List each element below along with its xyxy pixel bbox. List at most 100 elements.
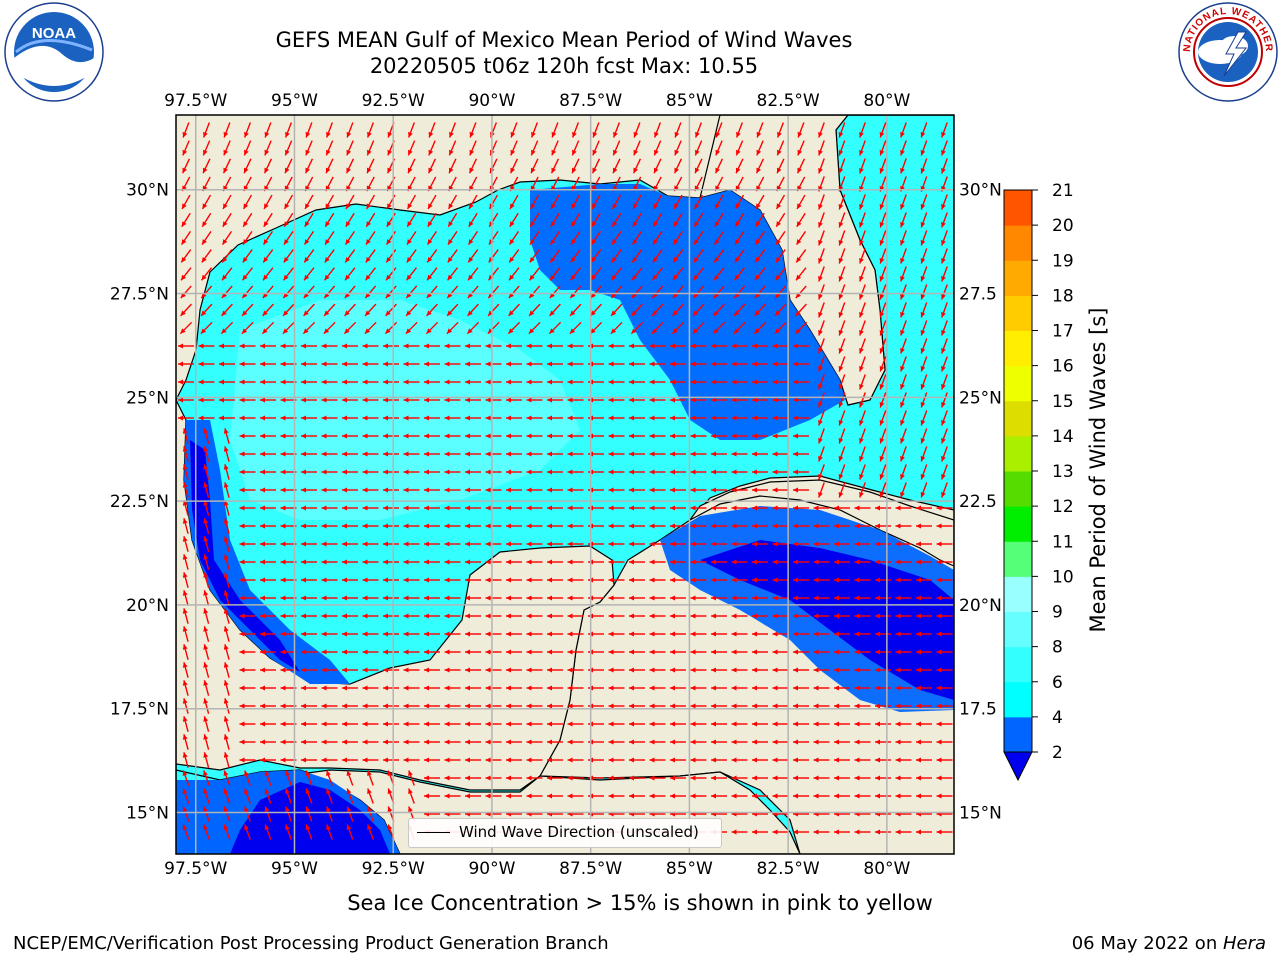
wave-arrow	[321, 649, 338, 655]
wave-arrow	[242, 194, 253, 210]
longitude-label: 95°W	[271, 91, 318, 111]
wave-arrow	[203, 554, 210, 570]
wave-arrow	[408, 788, 415, 804]
wave-arrow	[547, 649, 563, 655]
wave-arrow	[362, 487, 379, 493]
wave-arrow	[629, 649, 645, 655]
wave-arrow	[182, 752, 189, 768]
wave-arrow	[649, 577, 666, 583]
wave-arrow	[674, 122, 682, 138]
wave-arrow	[834, 721, 850, 727]
wave-arrow	[223, 590, 230, 606]
wave-arrow	[405, 303, 418, 317]
wave-arrow	[629, 577, 645, 583]
wave-arrow	[526, 703, 543, 709]
wave-arrow	[239, 451, 256, 457]
wave-arrow	[936, 613, 953, 619]
wave-arrow	[403, 541, 420, 547]
wave-arrow	[629, 469, 645, 475]
wave-arrow	[203, 806, 210, 822]
wave-arrow	[895, 667, 912, 673]
longitude-label: 82.5°W	[757, 859, 820, 879]
wave-arrow	[649, 397, 666, 403]
wave-arrow	[321, 379, 338, 385]
wave-arrow	[182, 770, 190, 786]
wave-arrow	[362, 595, 379, 601]
latitude-labels-right: 30°N 27.5 25°N 22.5 20°N 17.5 15°N	[959, 181, 1002, 824]
wave-arrow	[920, 392, 928, 408]
wave-arrow	[223, 446, 230, 462]
wave-arrow	[936, 631, 953, 637]
latitude-label-right: 30°N	[959, 181, 1002, 201]
wave-arrow	[182, 536, 189, 552]
wave-arrow	[591, 194, 601, 210]
wave-arrow	[403, 739, 420, 745]
wave-arrow	[752, 739, 768, 745]
wave-arrow	[567, 577, 584, 583]
wave-arrow	[342, 379, 358, 385]
wave-arrow	[182, 788, 190, 804]
wave-arrow	[772, 829, 789, 835]
wave-arrow	[793, 667, 809, 673]
wave-arrow	[528, 267, 541, 281]
wave-arrow	[711, 667, 727, 673]
wave-arrow	[711, 739, 727, 745]
colorbar-swatch	[1004, 541, 1032, 577]
wave-arrow	[403, 559, 420, 565]
wave-arrow	[200, 321, 213, 335]
wave-arrow	[362, 685, 379, 691]
wave-arrow	[670, 685, 686, 691]
wave-arrow	[859, 482, 866, 498]
wave-arrow	[283, 249, 294, 263]
wave-arrow	[772, 541, 789, 547]
wave-arrow	[305, 122, 313, 138]
wave-arrow	[834, 523, 850, 529]
wave-arrow	[920, 410, 928, 426]
wave-arrow	[793, 541, 809, 547]
wave-arrow	[567, 469, 584, 475]
wave-arrow	[567, 685, 584, 691]
wave-arrow	[305, 806, 313, 822]
wave-arrow	[203, 716, 210, 732]
wave-arrow	[900, 302, 907, 318]
wave-arrow	[303, 249, 315, 263]
wave-arrow	[900, 230, 907, 246]
wave-arrow	[752, 613, 768, 619]
wave-arrow	[304, 212, 314, 228]
wave-arrow	[772, 613, 789, 619]
wave-arrow	[526, 505, 543, 511]
wave-arrow	[506, 361, 522, 367]
wave-arrow	[895, 757, 912, 763]
latitude-label-right: 22.5	[959, 492, 997, 512]
wave-arrow	[838, 122, 846, 138]
wave-arrow	[305, 824, 313, 840]
wave-arrow	[506, 721, 522, 727]
wave-arrow	[838, 356, 846, 372]
wave-arrow	[506, 541, 522, 547]
wave-arrow	[367, 788, 374, 804]
longitude-label: 95°W	[271, 859, 318, 879]
wave-arrow	[182, 680, 189, 696]
wave-arrow	[796, 194, 806, 210]
wave-arrow	[510, 122, 518, 138]
wave-arrow	[672, 230, 684, 246]
wave-arrow	[941, 446, 948, 462]
wave-arrow	[485, 793, 502, 799]
longitude-label: 80°W	[863, 859, 910, 879]
wave-arrow	[690, 739, 707, 745]
wave-arrow	[485, 757, 502, 763]
wave-arrow	[694, 140, 703, 156]
wave-arrow	[260, 469, 276, 475]
wave-arrow	[900, 194, 907, 210]
wave-arrow	[465, 775, 481, 781]
wave-arrow	[941, 248, 948, 264]
wave-arrow	[567, 361, 584, 367]
wave-arrow	[264, 824, 272, 840]
wave-arrow	[182, 806, 190, 822]
wave-arrow	[690, 523, 707, 529]
wave-arrow	[690, 757, 707, 763]
wave-arrow	[793, 703, 809, 709]
wave-arrow	[526, 631, 543, 637]
wave-arrow	[301, 523, 317, 529]
